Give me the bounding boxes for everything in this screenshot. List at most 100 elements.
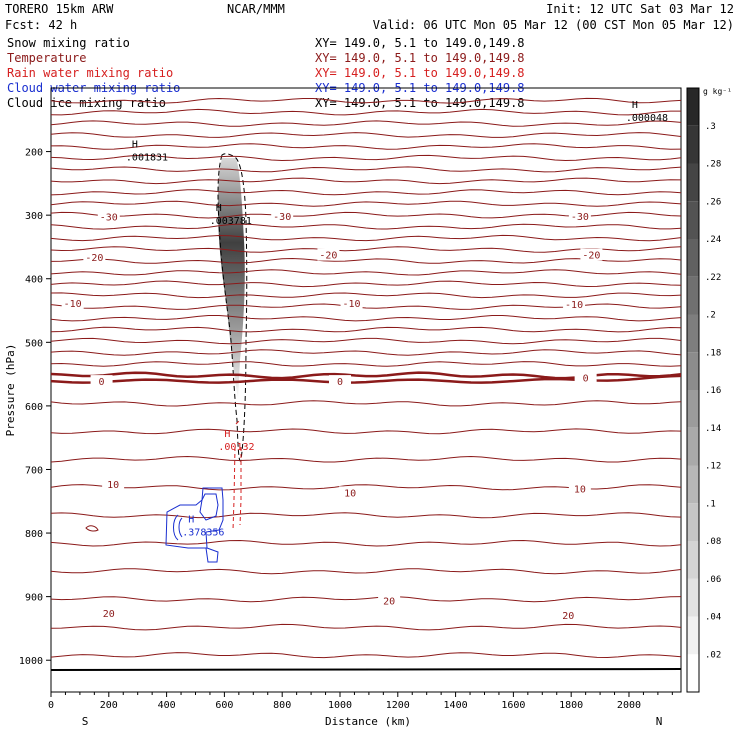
rain-contour-line bbox=[232, 419, 242, 531]
x-tick-label: 0 bbox=[48, 700, 54, 711]
colorbar-tick-label: .22 bbox=[705, 273, 721, 283]
temperature-label-bg bbox=[340, 296, 363, 309]
temperature-contour-line bbox=[51, 652, 681, 659]
x-tick-label: 200 bbox=[100, 700, 118, 711]
snow-plume bbox=[217, 158, 245, 400]
forecast-hour: Fcst: 42 h bbox=[5, 18, 77, 32]
temperature-contour-line bbox=[51, 257, 681, 264]
temperature-contour-line bbox=[51, 132, 681, 138]
y-tick-label: 200 bbox=[25, 148, 43, 159]
maximum-marker: H bbox=[188, 515, 194, 526]
temperature-contour-line bbox=[51, 303, 681, 310]
colorbar-segment bbox=[687, 503, 699, 541]
temperature-label: 20 bbox=[562, 611, 574, 622]
colorbar-segment bbox=[687, 390, 699, 428]
colorbar-tick-label: .1 bbox=[705, 499, 716, 509]
colorbar-segment bbox=[687, 163, 699, 202]
y-tick-label: 500 bbox=[25, 338, 43, 349]
y-tick-label: 400 bbox=[25, 275, 43, 286]
temperature-label: -10 bbox=[343, 299, 361, 310]
colorbar-segment bbox=[687, 88, 699, 126]
maximum-value: .00132 bbox=[218, 442, 254, 453]
temperature-contour-line bbox=[51, 108, 681, 116]
temperature-label-bg bbox=[328, 375, 351, 388]
temperature-label: 0 bbox=[583, 373, 589, 384]
temperature-contour-line bbox=[51, 568, 681, 575]
temperature-contour-line bbox=[51, 596, 681, 603]
temperature-contour-line bbox=[51, 166, 681, 173]
colorbar-segment bbox=[687, 125, 699, 164]
colorbar-segment bbox=[687, 541, 699, 579]
x-tick-label: 1200 bbox=[386, 700, 410, 711]
colorbar-tick-label: .08 bbox=[705, 537, 721, 547]
y-tick-label: 300 bbox=[25, 211, 43, 222]
temperature-contour-line bbox=[51, 200, 681, 207]
colorbar-tick-label: .18 bbox=[705, 348, 721, 358]
legend-snow: Snow mixing ratio bbox=[7, 36, 130, 50]
temperature-contour-line bbox=[51, 189, 681, 196]
legend-rain-xy: XY= 149.0, 5.1 to 149.0,149.8 bbox=[315, 66, 525, 80]
x-end-north: N bbox=[656, 715, 663, 728]
temperature-contour-line bbox=[51, 512, 681, 519]
temperature-contour-line bbox=[51, 269, 681, 276]
temperature-label-bg bbox=[317, 248, 340, 261]
colorbar-tick-label: .24 bbox=[705, 235, 721, 245]
field-legend: Snow mixing ratio XY= 149.0, 5.1 to 149.… bbox=[7, 36, 525, 110]
colorbar-tick-label: .06 bbox=[705, 575, 721, 585]
temperature-contour-line bbox=[51, 292, 681, 299]
temperature-label: -10 bbox=[64, 299, 82, 310]
cloud-water-outer bbox=[165, 487, 224, 563]
temperature-contour-line bbox=[51, 337, 681, 345]
temperature-label-bg bbox=[568, 209, 591, 222]
y-tick-label: 700 bbox=[25, 465, 43, 476]
colorbar-tick-label: .04 bbox=[705, 613, 721, 623]
temperature-label: 0 bbox=[99, 377, 105, 388]
temperature-label-bg bbox=[568, 482, 591, 495]
legend-snow-xy: XY= 149.0, 5.1 to 149.0,149.8 bbox=[315, 36, 525, 50]
rain-contour bbox=[232, 419, 242, 531]
temperature-label: -30 bbox=[571, 212, 589, 223]
temperature-label: -30 bbox=[273, 212, 291, 223]
temperature-label: -20 bbox=[582, 251, 600, 262]
temperature-contour-line bbox=[51, 154, 681, 162]
temperature-label-bg bbox=[563, 298, 586, 311]
temperature-label: -20 bbox=[85, 253, 103, 264]
x-tick-label: 1400 bbox=[444, 700, 468, 711]
colorbar-segment bbox=[687, 314, 699, 353]
temperature-label-bg bbox=[97, 607, 120, 620]
maximum-marker: H bbox=[132, 140, 138, 151]
center-name: NCAR/MMM bbox=[227, 2, 285, 16]
maximum-value: .378356 bbox=[182, 528, 224, 539]
temperature-label: 20 bbox=[383, 596, 395, 607]
snow-shading bbox=[217, 153, 248, 462]
temperature-label-bg bbox=[83, 251, 106, 264]
x-tick-label: 600 bbox=[215, 700, 233, 711]
colorbar-segment bbox=[687, 239, 699, 277]
legend-cloud-ice-xy: XY= 149.0, 5.1 to 149.0,149.8 bbox=[315, 96, 525, 110]
temperature-label-bg bbox=[61, 296, 84, 309]
x-tick-label: 1600 bbox=[501, 700, 525, 711]
temperature-contour-line bbox=[51, 623, 681, 631]
colorbar-segment bbox=[687, 616, 699, 655]
temperature-contour-line bbox=[51, 234, 681, 242]
x-axis-label: Distance (km) bbox=[325, 715, 411, 728]
legend-temperature-xy: XY= 149.0, 5.1 to 149.0,149.8 bbox=[315, 51, 525, 65]
temperature-contour-line bbox=[51, 143, 681, 150]
temperature-label-bg bbox=[557, 609, 580, 622]
valid-time: Valid: 06 UTC Mon 05 Mar 12 (00 CST Mon … bbox=[373, 18, 734, 32]
maximum-value: .000048 bbox=[626, 113, 668, 124]
maximum-value: .001831 bbox=[126, 153, 168, 164]
x-tick-label: 1000 bbox=[328, 700, 352, 711]
temperature-label-bg bbox=[102, 478, 125, 491]
x-tick-label: 1800 bbox=[559, 700, 583, 711]
temperature-contours bbox=[51, 97, 681, 659]
colorbar-segment bbox=[687, 427, 699, 466]
legend-temperature: Temperature bbox=[7, 51, 86, 65]
colorbar-tick-label: .16 bbox=[705, 386, 721, 396]
colorbar: .02 .04 .06 .08 .1 .12 .14 .16 .18 .2 .22 .24 .26 .28… bbox=[686, 87, 732, 693]
x-tick-label: 800 bbox=[273, 700, 291, 711]
plot-frame bbox=[50, 87, 682, 693]
temperature-label-bg bbox=[339, 486, 362, 499]
colorbar-frame bbox=[686, 87, 700, 693]
